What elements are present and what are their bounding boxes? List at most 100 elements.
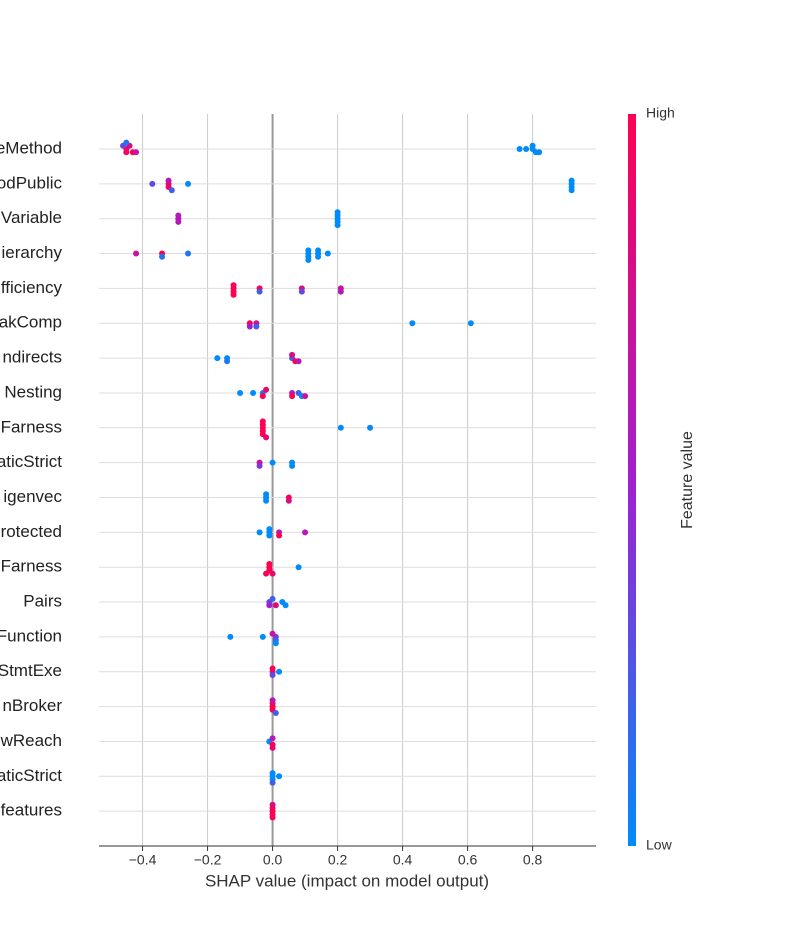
- dot: [568, 187, 575, 194]
- x-tick-label: −0.4: [129, 852, 157, 868]
- dot: [298, 288, 305, 295]
- dot: [263, 497, 270, 504]
- dot: [175, 212, 182, 219]
- dot: [269, 801, 276, 808]
- feature-label: Nesting: [4, 382, 62, 401]
- dot: [295, 358, 302, 365]
- colorbar-title: Feature value: [679, 431, 696, 529]
- dot: [168, 187, 175, 194]
- dot: [269, 770, 276, 777]
- dot: [305, 256, 312, 263]
- dot: [269, 779, 276, 786]
- dot: [568, 177, 575, 184]
- x-tick-label: 0.6: [458, 852, 478, 868]
- dot: [334, 209, 341, 216]
- dot: [289, 351, 296, 358]
- dot: [133, 149, 140, 156]
- dot: [269, 595, 276, 602]
- feature-label: ndirects: [2, 348, 62, 367]
- dot: [315, 253, 322, 260]
- dot: [263, 386, 270, 393]
- grid: [99, 114, 596, 851]
- dot: [266, 532, 273, 539]
- x-tick-label: 0.4: [393, 852, 413, 868]
- dot: [123, 139, 130, 146]
- dot: [269, 735, 276, 742]
- dot: [246, 323, 253, 330]
- dot: [165, 177, 172, 184]
- dot: [269, 630, 276, 637]
- feature-label: Farness: [1, 417, 62, 436]
- dot: [253, 323, 260, 330]
- dot: [259, 633, 266, 640]
- feature-label: wReach: [0, 731, 62, 750]
- feature-label: nBroker: [2, 696, 62, 715]
- dot: [337, 424, 344, 431]
- feature-label: eMethod: [0, 138, 62, 157]
- dot: [263, 491, 270, 498]
- dot: [315, 247, 322, 254]
- dot: [272, 640, 279, 647]
- dot: [256, 529, 263, 536]
- dot: [289, 462, 296, 469]
- dot: [227, 633, 234, 640]
- dot: [269, 570, 276, 577]
- x-axis-title: SHAP value (impact on model output): [205, 871, 489, 890]
- x-tick-label: 0.2: [328, 852, 348, 868]
- dot: [259, 393, 266, 400]
- dot: [276, 773, 283, 780]
- colorbar-high: High: [646, 105, 675, 121]
- dot: [302, 393, 309, 400]
- dot: [295, 564, 302, 571]
- dot: [367, 424, 374, 431]
- x-tick-label: 0.0: [263, 852, 283, 868]
- dot: [285, 497, 292, 504]
- dot: [302, 529, 309, 536]
- feature-label: aticStrict: [0, 766, 62, 785]
- dot: [123, 149, 130, 156]
- feature-label: Variable: [1, 208, 62, 227]
- dot: [269, 814, 276, 821]
- dot: [282, 602, 289, 609]
- dot: [256, 288, 263, 295]
- dot: [272, 710, 279, 716]
- dot: [409, 320, 416, 327]
- feature-label: igenvec: [3, 487, 62, 506]
- dot: [175, 218, 182, 225]
- colorbar-low: Low: [646, 837, 673, 853]
- dot: [324, 250, 331, 257]
- x-tick-label: 0.8: [523, 852, 543, 868]
- dot: [269, 459, 276, 466]
- dot: [269, 665, 276, 672]
- dot: [305, 247, 312, 254]
- colorbar: [628, 114, 636, 846]
- dot: [266, 526, 273, 533]
- dot: [529, 142, 536, 149]
- dot: [467, 320, 474, 327]
- dot: [266, 602, 273, 609]
- dot: [263, 434, 270, 441]
- dot: [237, 389, 244, 396]
- dot: [149, 180, 156, 187]
- dot: [269, 671, 276, 678]
- dot: [185, 180, 192, 187]
- dot: [536, 149, 543, 156]
- dot: [214, 355, 221, 362]
- feature-label: StmtExe: [0, 661, 62, 680]
- dot: [269, 744, 276, 751]
- dot: [266, 561, 273, 567]
- feature-label: features: [1, 801, 62, 820]
- dot: [256, 462, 263, 469]
- feature-label: Farness: [1, 557, 62, 576]
- dot: [263, 570, 270, 577]
- dot: [224, 358, 231, 365]
- feature-label: akComp: [0, 313, 62, 332]
- x-tick-label: −0.2: [194, 852, 222, 868]
- dot: [259, 418, 266, 425]
- dot: [230, 282, 237, 289]
- dot: [334, 222, 341, 229]
- feature-label: rotected: [1, 522, 62, 541]
- dot: [272, 602, 279, 609]
- feature-label: ierarchy: [2, 243, 63, 262]
